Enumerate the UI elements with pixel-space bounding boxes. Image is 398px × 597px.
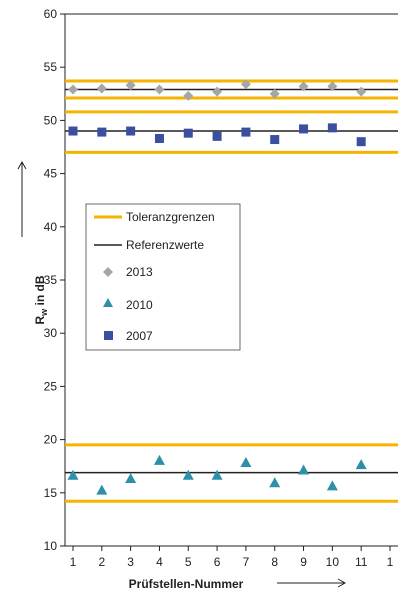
x-tick-label: 7 xyxy=(243,555,250,569)
point-2010 xyxy=(355,459,367,470)
y-axis-title-main: R xyxy=(33,316,47,325)
point-2010 xyxy=(153,454,165,465)
point-2013 xyxy=(269,88,280,99)
x-tick-label: 9 xyxy=(300,555,307,569)
point-2007 xyxy=(356,137,366,147)
y-tick-label: 40 xyxy=(44,220,58,234)
point-2007 xyxy=(241,127,251,137)
y-tick-label: 50 xyxy=(44,113,58,127)
legend-label-2010: 2010 xyxy=(126,298,153,312)
legend-label-2007: 2007 xyxy=(126,329,153,343)
point-2013 xyxy=(327,81,338,92)
point-2007 xyxy=(270,135,280,145)
point-2010 xyxy=(125,472,137,483)
point-2013 xyxy=(212,86,223,97)
point-2007 xyxy=(97,127,107,137)
x-tick-label: 5 xyxy=(185,555,192,569)
point-2007 xyxy=(154,133,164,143)
point-2007 xyxy=(183,128,193,138)
point-2007 xyxy=(327,123,337,133)
x-tick-label: 11 xyxy=(355,555,368,569)
plot-area xyxy=(64,13,398,547)
point-2013 xyxy=(68,84,78,95)
point-2013 xyxy=(125,80,136,91)
y-tick-label: 60 xyxy=(44,7,58,21)
y-tick-label: 30 xyxy=(44,326,58,340)
legend-label-tolerance: Toleranzgrenzen xyxy=(126,210,215,224)
point-2010 xyxy=(182,469,194,480)
point-2013 xyxy=(183,90,194,101)
point-2013 xyxy=(154,84,165,95)
point-2010 xyxy=(96,484,108,495)
point-2010 xyxy=(298,464,310,475)
point-2010 xyxy=(67,469,79,480)
y-tick-label: 10 xyxy=(44,539,58,553)
point-2013 xyxy=(96,83,107,94)
legend-label-reference: Referenzwerte xyxy=(126,238,204,252)
x-axis-arrow-icon xyxy=(337,578,347,588)
y-tick-label: 20 xyxy=(44,433,58,447)
y-axis-arrow-icon xyxy=(17,160,27,170)
y-tick-label: 25 xyxy=(44,379,58,393)
point-2013 xyxy=(298,81,309,92)
point-2010 xyxy=(269,477,281,488)
y-tick-label: 15 xyxy=(44,486,58,500)
legend: Toleranzgrenzen Referenzwerte 2013 2010 … xyxy=(85,203,241,351)
legend-diamond-icon xyxy=(103,267,113,277)
y-axis-title-rest: in dB xyxy=(33,275,47,309)
point-2013 xyxy=(240,79,251,90)
y-tick-label: 35 xyxy=(44,273,58,287)
y-tick-label: 45 xyxy=(44,167,58,181)
point-2010 xyxy=(326,480,338,491)
legend-triangle-icon xyxy=(103,298,113,307)
x-tick-label: 2 xyxy=(98,555,105,569)
point-2013 xyxy=(356,86,367,97)
x-tick-label: 6 xyxy=(214,555,221,569)
y-tick-label: 55 xyxy=(44,60,58,74)
y-axis-title-sub: w xyxy=(39,308,49,317)
x-tick-label: 3 xyxy=(127,555,134,569)
point-2007 xyxy=(126,126,136,136)
x-tick-label: 4 xyxy=(156,555,163,569)
legend-box xyxy=(85,203,241,351)
point-2010 xyxy=(211,469,223,480)
point-2007 xyxy=(212,131,222,141)
y-axis-title: Rw in dB xyxy=(33,275,49,324)
legend-square-icon xyxy=(104,331,113,340)
x-tick-label: 1 xyxy=(70,555,77,569)
x-tick-label: 1 xyxy=(387,555,394,569)
x-axis-title: Prüfstellen-Nummer xyxy=(129,577,244,591)
point-2007 xyxy=(299,124,309,134)
point-2010 xyxy=(240,457,252,468)
point-2007 xyxy=(68,126,78,136)
x-tick-label: 8 xyxy=(271,555,278,569)
x-tick-label: 10 xyxy=(326,555,340,569)
legend-label-2013: 2013 xyxy=(126,265,153,279)
